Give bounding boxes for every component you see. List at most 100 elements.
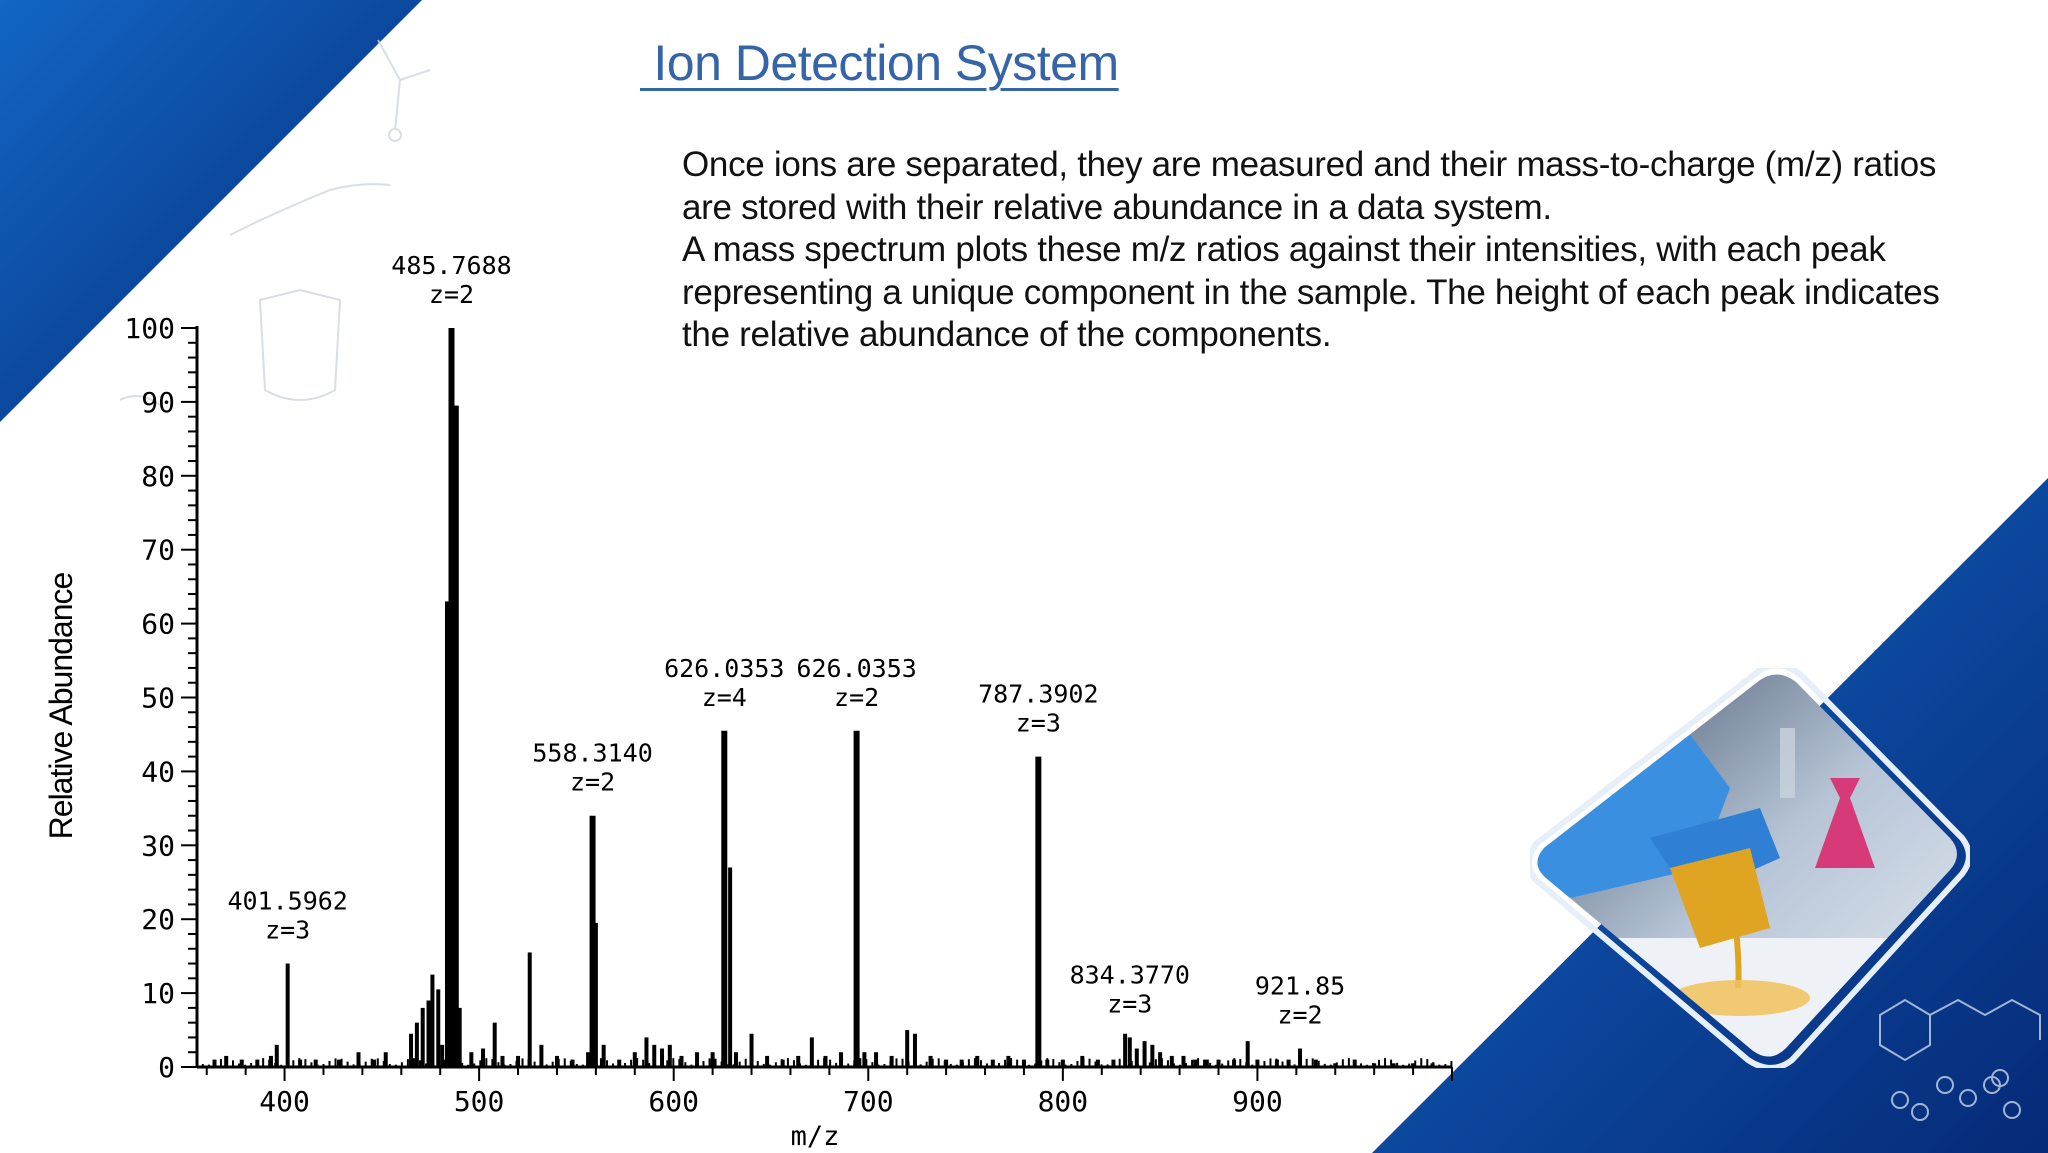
spectrum-peak	[660, 1048, 665, 1067]
noise-mark	[605, 1060, 608, 1067]
noise-mark	[684, 1062, 687, 1067]
noise-mark	[961, 1062, 964, 1067]
y-tick-label: 10	[141, 977, 175, 1010]
noise-mark	[1221, 1063, 1224, 1067]
noise-mark	[901, 1058, 904, 1067]
spectrum-peak	[539, 1044, 544, 1067]
noise-mark	[1191, 1059, 1194, 1067]
noise-mark	[1335, 1062, 1338, 1067]
noise-mark	[690, 1064, 693, 1067]
noise-mark	[1178, 1064, 1181, 1067]
paragraph-2: A mass spectrum plots these m/z ratios a…	[682, 230, 1940, 354]
noise-mark	[732, 1064, 735, 1067]
noise-mark	[551, 1061, 554, 1067]
noise-mark	[907, 1061, 910, 1067]
noise-mark	[593, 1059, 596, 1067]
noise-mark	[1341, 1059, 1344, 1067]
noise-mark	[340, 1058, 343, 1067]
noise-mark	[1004, 1059, 1007, 1067]
noise-mark	[238, 1063, 241, 1067]
spectrum-peak	[1245, 1041, 1250, 1067]
spectrum-peak	[356, 1052, 361, 1067]
noise-mark	[835, 1062, 838, 1067]
lab-photo	[1526, 662, 1972, 1071]
y-tick-label: 80	[141, 460, 175, 493]
noise-mark	[949, 1063, 952, 1067]
paragraph-1: Once ions are separated, they are measur…	[682, 145, 1937, 227]
spectrum-peak	[853, 730, 860, 1067]
noise-mark	[418, 1060, 421, 1067]
spectrum-peak	[1142, 1041, 1147, 1067]
noise-mark	[895, 1058, 898, 1067]
spectrum-peak	[990, 1059, 995, 1067]
spectrum-peak	[239, 1059, 244, 1067]
spectrum-peak	[268, 1055, 273, 1067]
noise-mark	[973, 1058, 976, 1067]
spectrum-peak	[912, 1033, 917, 1067]
noise-mark	[1329, 1064, 1332, 1067]
noise-mark	[1390, 1059, 1393, 1067]
spectrum-peak	[593, 922, 598, 1067]
noise-mark	[666, 1060, 669, 1067]
noise-mark	[636, 1058, 639, 1067]
noise-mark	[937, 1058, 940, 1067]
noise-mark	[811, 1062, 814, 1067]
noise-mark	[491, 1059, 494, 1067]
noise-mark	[412, 1058, 415, 1067]
noise-mark	[1118, 1058, 1121, 1067]
noise-mark	[648, 1062, 651, 1067]
noise-mark	[497, 1062, 500, 1067]
noise-mark	[1166, 1060, 1169, 1067]
sketch-decoration	[119, 39, 431, 406]
spectrum-peak	[420, 1007, 425, 1067]
peak-mz-label: 401.5962	[227, 887, 347, 916]
spectrum-peak	[430, 974, 435, 1067]
spectrum-peak	[426, 1000, 431, 1067]
noise-mark	[618, 1064, 621, 1067]
spectrum-peak	[862, 1052, 867, 1067]
y-tick-label: 70	[141, 534, 175, 567]
noise-mark	[786, 1058, 789, 1067]
noise-mark	[744, 1058, 747, 1067]
spectrum-peak	[975, 1055, 980, 1067]
noise-mark	[328, 1060, 331, 1067]
noise-mark	[1070, 1064, 1073, 1067]
noise-mark	[1046, 1058, 1049, 1067]
noise-mark	[1034, 1063, 1037, 1067]
spectrum-peak	[695, 1052, 700, 1067]
noise-mark	[805, 1064, 808, 1067]
noise-mark	[992, 1064, 995, 1067]
description-text: Once ions are separated, they are measur…	[682, 144, 1982, 357]
noise-mark	[207, 1064, 210, 1067]
noise-mark	[1094, 1061, 1097, 1067]
noise-mark	[292, 1060, 295, 1067]
peak-mz-label: 626.0353	[664, 654, 784, 683]
noise-mark	[1227, 1060, 1230, 1067]
spectrum-peak	[1181, 1055, 1186, 1067]
noise-mark	[1142, 1064, 1145, 1067]
spectrum-peak	[448, 328, 455, 1067]
noise-mark	[1299, 1061, 1302, 1067]
spectrum-peak	[1372, 1063, 1377, 1067]
spectrum-peak	[823, 1055, 828, 1067]
spectrum-peak	[667, 1044, 672, 1067]
spectrum-peak	[589, 815, 596, 1067]
spectrum-peak	[457, 1007, 462, 1067]
noise-mark	[1239, 1059, 1242, 1067]
peak-mz-label: 626.0353	[796, 654, 916, 683]
noise-mark	[1028, 1064, 1031, 1067]
noise-mark	[599, 1058, 602, 1067]
noise-mark	[467, 1064, 470, 1067]
noise-mark	[346, 1061, 349, 1067]
noise-mark	[871, 1062, 874, 1067]
spectrum-peak	[889, 1055, 894, 1067]
noise-mark	[1233, 1058, 1236, 1067]
spectrum-peak	[313, 1059, 318, 1067]
noise-mark	[708, 1058, 711, 1067]
spectrum-peak	[796, 1055, 801, 1067]
noise-mark	[322, 1063, 325, 1067]
y-tick-label: 60	[141, 608, 175, 641]
spectrum-peak	[1060, 1059, 1065, 1067]
spectrum-peak	[516, 1055, 521, 1067]
noise-mark	[1311, 1058, 1314, 1067]
